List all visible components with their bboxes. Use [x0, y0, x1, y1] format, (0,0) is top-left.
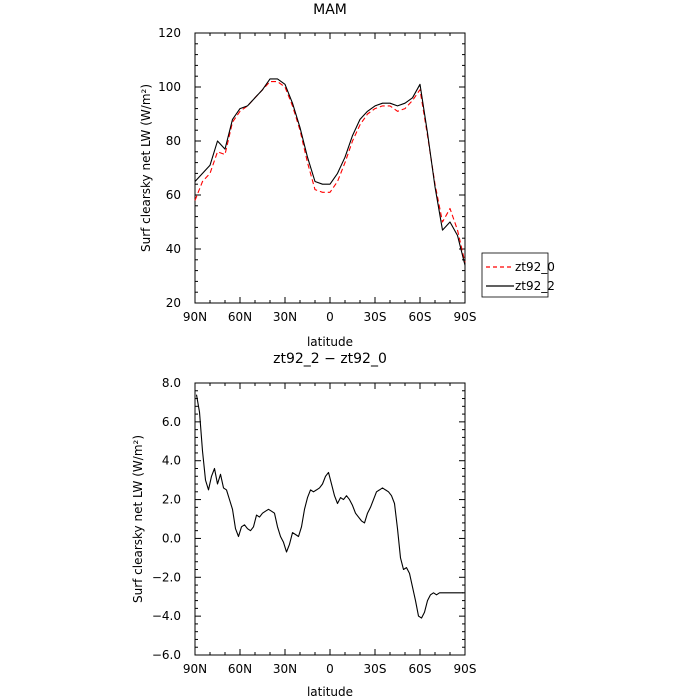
x-tick-label: 90N [183, 310, 207, 324]
y-tick-label: 2.0 [162, 493, 181, 507]
y-tick-label: 80 [166, 134, 181, 148]
y-tick-label: −6.0 [152, 648, 181, 662]
x-tick-label: 60N [228, 662, 252, 676]
legend-box [481, 252, 549, 298]
y-tick-label: 60 [166, 188, 181, 202]
chart-top-ticks: 90N 60N 30N 0 30S 60S 90S 20 40 60 80 100 120 [158, 26, 476, 324]
chart-bottom: zt92_2 − zt92_0 90N 60N 30N 0 30S 60S 90S −6.0 −… [131, 351, 476, 699]
y-tick-label: 120 [158, 26, 181, 40]
x-tick-label: 90S [454, 662, 477, 676]
series-line-zt92-0 [194, 81, 466, 263]
x-tick-label: 30N [273, 662, 297, 676]
y-tick-label: 0.0 [162, 531, 181, 545]
y-tick-label: 100 [158, 80, 181, 94]
x-tick-label: 30S [364, 310, 387, 324]
chart-top-legend: zt92_0 zt92_2 [481, 252, 555, 298]
chart-top-xlabel: latitude [307, 335, 353, 349]
chart-bottom-frame [194, 382, 466, 656]
series-line-zt92-2 [194, 78, 466, 266]
y-tick-label: 6.0 [162, 415, 181, 429]
legend-label-zt92-0: zt92_0 [515, 260, 555, 274]
x-tick-label: 0 [326, 662, 334, 676]
chart-bottom-ticks: 90N 60N 30N 0 30S 60S 90S −6.0 −4.0 −2.0 0.0 2.0 4.0… [152, 376, 477, 676]
y-tick-label: 40 [166, 242, 181, 256]
x-tick-label: 0 [326, 310, 334, 324]
legend-label-zt92-2: zt92_2 [515, 279, 555, 293]
series-line-difference-0 [195, 394, 464, 619]
chart-top-series [194, 78, 466, 266]
chart-top-ylabel: Surf clearsky net LW (W/m²) [139, 84, 153, 252]
chart-top-frame [194, 32, 466, 304]
x-tick-label: 90S [454, 310, 477, 324]
x-tick-label: 30N [273, 310, 297, 324]
chart-bottom-title: zt92_2 − zt92_0 [273, 351, 387, 367]
y-tick-label: 4.0 [162, 454, 181, 468]
x-tick-label: 30S [364, 662, 387, 676]
y-tick-label: −4.0 [152, 609, 181, 623]
y-tick-label: 20 [166, 296, 181, 310]
chart-top: MAM 90N 60N 30N 0 30S 60S 90S 20 40 60 80 100 120 la… [139, 2, 555, 349]
x-tick-label: 60S [409, 662, 432, 676]
x-tick-label: 90N [183, 662, 207, 676]
chart-bottom-ylabel: Surf clearsky net LW (W/m²) [131, 435, 145, 603]
chart-top-title: MAM [313, 2, 347, 18]
x-tick-label: 60S [409, 310, 432, 324]
y-tick-label: 8.0 [162, 376, 181, 390]
chart-bottom-xlabel: latitude [307, 685, 353, 699]
chart-bottom-series [195, 394, 464, 619]
y-tick-label: −2.0 [152, 570, 181, 584]
x-tick-label: 60N [228, 310, 252, 324]
